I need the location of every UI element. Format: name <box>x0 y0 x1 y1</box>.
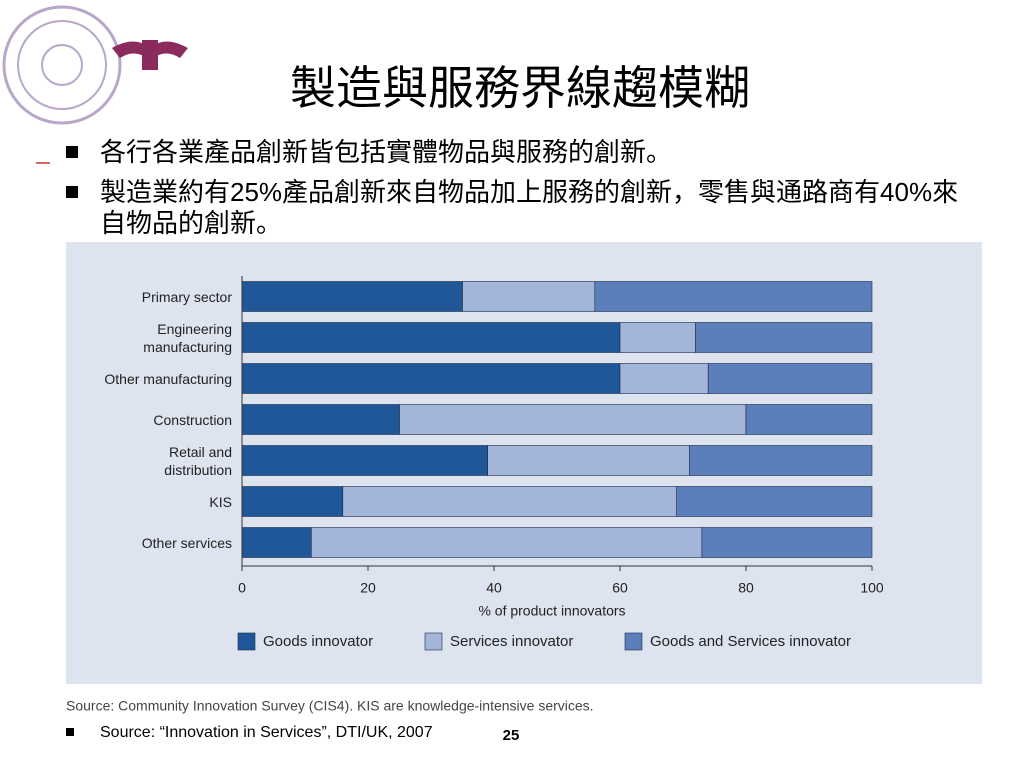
chart: Primary sector Engineering manufacturing O… <box>104 276 884 651</box>
bar-segment <box>745 404 873 435</box>
legend-swatch <box>624 632 643 651</box>
bullet-text: 各行各業產品創新皆包括實體物品與服務的創新。 <box>100 137 673 167</box>
x-tick-label: 40 <box>486 580 502 596</box>
y-tick-label: Other services <box>141 534 232 551</box>
bullet-icon <box>66 728 74 736</box>
y-tick-label: Retail and distribution <box>164 443 232 478</box>
bullet-text: 製造業約有25%產品創新來自物品加上服務的創新，零售與通路商有40%來自物品的創… <box>100 177 959 238</box>
bullet-0: 各行各業產品創新皆包括實體物品與服務的創新。 <box>100 137 673 167</box>
footnote: Source: “Innovation in Services”, DTI/UK… <box>100 724 433 741</box>
logo <box>2 5 188 125</box>
bar-segment <box>241 486 344 517</box>
x-tick-label: 60 <box>612 580 628 596</box>
legend-label: Goods and Services innovator <box>650 633 851 650</box>
bar-segment <box>462 281 596 312</box>
category-label: Engineering manufacturing <box>143 320 232 355</box>
bar-segment <box>241 527 312 558</box>
bar-segment <box>342 486 677 517</box>
bar-segment <box>695 322 873 353</box>
bar-segment <box>487 445 690 476</box>
bar-segment <box>676 486 873 517</box>
y-tick-label: Engineering manufacturing <box>143 320 232 355</box>
bar-segment <box>594 281 873 312</box>
x-axis-label: % of product innovators <box>478 603 625 619</box>
legend-swatch <box>237 632 256 651</box>
bar-segment <box>241 322 621 353</box>
x-tick-label: 20 <box>360 580 376 596</box>
bar-segment <box>241 404 400 435</box>
bar-segment <box>241 363 621 394</box>
bullet-1: 製造業約有25%產品創新來自物品加上服務的創新，零售與通路商有40%來自物品的創… <box>100 177 959 238</box>
y-tick-label: Construction <box>153 411 232 428</box>
bar-segment <box>619 322 696 353</box>
legend-label: Services innovator <box>450 633 573 650</box>
bar-segment <box>619 363 709 394</box>
bar-segment <box>310 527 703 558</box>
y-tick-label: Other manufacturing <box>104 370 232 387</box>
y-tick-label: Primary sector <box>141 288 232 305</box>
category-label: Retail and distribution <box>164 443 232 478</box>
page-number: 25 <box>503 727 520 744</box>
slide-title: 製造與服務界線趨模糊 <box>290 61 750 115</box>
category-label: Other services <box>141 534 232 551</box>
category-label: Other manufacturing <box>104 370 232 387</box>
category-label: KIS <box>209 493 232 510</box>
bar-segment <box>701 527 873 558</box>
bar-segment <box>688 445 873 476</box>
bar-segment <box>399 404 747 435</box>
x-tick-label: 100 <box>860 580 884 596</box>
bar-segment <box>707 363 873 394</box>
legend-swatch <box>424 632 443 651</box>
bullet-icon <box>66 186 78 198</box>
category-label: Primary sector <box>141 288 232 305</box>
category-label: Construction <box>153 411 232 428</box>
chart-source: Source: Community Innovation Survey (CIS… <box>66 698 594 714</box>
x-tick-label: 0 <box>238 580 246 596</box>
x-tick-label: 80 <box>738 580 754 596</box>
y-tick-label: KIS <box>209 493 232 510</box>
legend-label: Goods innovator <box>263 633 373 650</box>
bullet-icon <box>66 146 78 158</box>
bar-segment <box>241 281 463 312</box>
bar-segment <box>241 445 488 476</box>
